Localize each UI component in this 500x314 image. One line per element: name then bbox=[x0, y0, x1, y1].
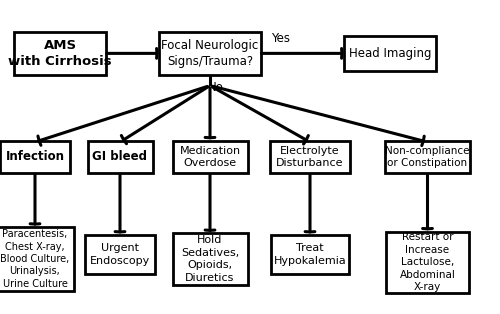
FancyBboxPatch shape bbox=[85, 235, 155, 274]
Text: Focal Neurologic
Signs/Trauma?: Focal Neurologic Signs/Trauma? bbox=[162, 39, 258, 68]
Text: Yes: Yes bbox=[271, 32, 290, 45]
FancyBboxPatch shape bbox=[270, 141, 350, 173]
Text: Treat
Hypokalemia: Treat Hypokalemia bbox=[274, 243, 346, 266]
FancyBboxPatch shape bbox=[385, 141, 470, 173]
Text: Hold
Sedatives,
Opioids,
Diuretics: Hold Sedatives, Opioids, Diuretics bbox=[181, 236, 239, 283]
Text: AMS
with Cirrhosis: AMS with Cirrhosis bbox=[8, 39, 112, 68]
FancyBboxPatch shape bbox=[14, 32, 106, 75]
FancyBboxPatch shape bbox=[88, 141, 152, 173]
FancyBboxPatch shape bbox=[0, 141, 70, 173]
FancyBboxPatch shape bbox=[159, 32, 261, 75]
Text: Infection: Infection bbox=[6, 150, 64, 164]
FancyBboxPatch shape bbox=[386, 232, 469, 293]
FancyBboxPatch shape bbox=[172, 141, 248, 173]
Text: Urgent
Endoscopy: Urgent Endoscopy bbox=[90, 243, 150, 266]
Text: GI bleed: GI bleed bbox=[92, 150, 148, 164]
Text: No: No bbox=[208, 81, 224, 94]
FancyBboxPatch shape bbox=[344, 36, 436, 71]
FancyBboxPatch shape bbox=[271, 235, 349, 274]
Text: Electrolyte
Disturbance: Electrolyte Disturbance bbox=[276, 146, 344, 168]
Text: Medication
Overdose: Medication Overdose bbox=[180, 146, 240, 168]
Text: Paracentesis,
Chest X-ray,
Blood Culture,
Urinalysis,
Urine Culture: Paracentesis, Chest X-ray, Blood Culture… bbox=[0, 229, 70, 289]
Text: Head Imaging: Head Imaging bbox=[349, 47, 431, 60]
FancyBboxPatch shape bbox=[0, 227, 74, 291]
FancyBboxPatch shape bbox=[172, 233, 248, 285]
Text: Non-compliance
or Constipation: Non-compliance or Constipation bbox=[385, 146, 470, 168]
Text: Restart or
Increase
Lactulose,
Abdominal
X-ray: Restart or Increase Lactulose, Abdominal… bbox=[400, 232, 456, 292]
